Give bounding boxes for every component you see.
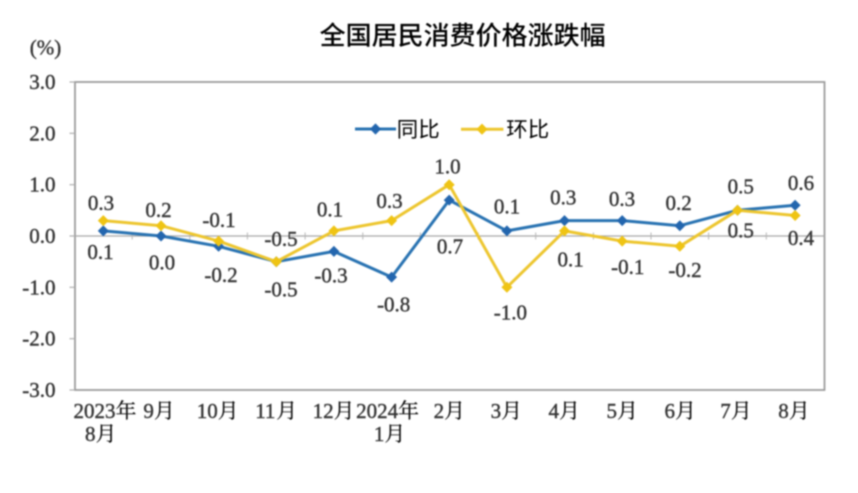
svg-text:0.1: 0.1 (557, 247, 583, 271)
svg-text:0.3: 0.3 (609, 187, 635, 211)
svg-text:3.0: 3.0 (29, 70, 55, 94)
svg-text:-0.2: -0.2 (204, 263, 237, 287)
svg-text:10: 10 (197, 399, 218, 423)
svg-text:-2.0: -2.0 (22, 327, 55, 351)
svg-text:0.3: 0.3 (376, 189, 402, 213)
svg-text:8: 8 (778, 399, 789, 423)
svg-text:2023: 2023 (74, 399, 116, 423)
svg-text:(%): (%) (30, 36, 61, 60)
svg-text:0.5: 0.5 (728, 218, 754, 242)
svg-text:-0.1: -0.1 (611, 255, 644, 279)
svg-text:0.3: 0.3 (550, 185, 576, 209)
svg-text:-1.0: -1.0 (494, 300, 527, 324)
svg-text:12: 12 (313, 399, 334, 423)
svg-text:4: 4 (549, 399, 560, 423)
svg-text:0.6: 0.6 (788, 171, 814, 195)
svg-text:0.2: 0.2 (145, 198, 171, 222)
svg-text:3: 3 (491, 399, 502, 423)
svg-text:-0.2: -0.2 (668, 258, 701, 282)
svg-text:0.3: 0.3 (88, 191, 114, 215)
svg-text:0.0: 0.0 (29, 224, 55, 248)
svg-text:-0.3: -0.3 (314, 263, 347, 287)
svg-text:2: 2 (434, 399, 445, 423)
svg-text:11: 11 (255, 399, 275, 423)
svg-text:-0.1: -0.1 (202, 208, 235, 232)
svg-text:0.7: 0.7 (437, 235, 463, 259)
svg-text:8: 8 (85, 422, 96, 446)
svg-text:-0.5: -0.5 (264, 227, 297, 251)
svg-text:0.1: 0.1 (317, 198, 343, 222)
svg-text:2024: 2024 (356, 399, 399, 423)
svg-text:5: 5 (607, 399, 618, 423)
svg-text:1.0: 1.0 (434, 154, 460, 178)
svg-text:-3.0: -3.0 (22, 378, 55, 402)
svg-text:1: 1 (374, 422, 385, 446)
svg-text:0.5: 0.5 (728, 174, 754, 198)
svg-text:2.0: 2.0 (29, 121, 55, 145)
svg-text:0.0: 0.0 (149, 251, 175, 275)
svg-text:-1.0: -1.0 (22, 275, 55, 299)
svg-text:0.2: 0.2 (665, 191, 691, 215)
svg-text:-0.8: -0.8 (377, 293, 410, 317)
svg-text:7: 7 (720, 399, 731, 423)
svg-text:0.4: 0.4 (788, 226, 815, 250)
svg-text:1.0: 1.0 (29, 173, 55, 197)
svg-text:6: 6 (665, 399, 676, 423)
svg-text:9: 9 (143, 399, 154, 423)
svg-text:-0.5: -0.5 (264, 277, 297, 301)
svg-text:0.1: 0.1 (494, 195, 520, 219)
svg-text:0.1: 0.1 (87, 240, 113, 264)
